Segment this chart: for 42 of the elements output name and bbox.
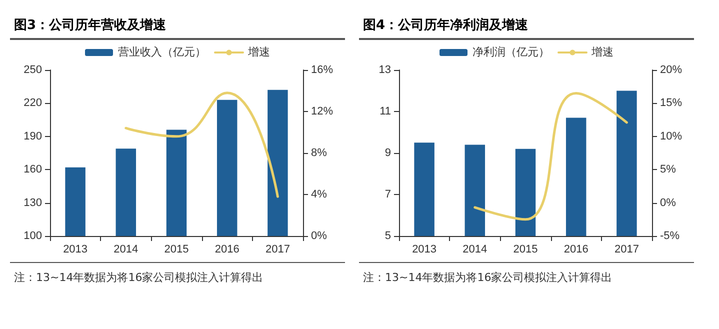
x-tick-label: 2016	[214, 244, 240, 256]
x-tick-label: 2013	[63, 244, 88, 256]
y2-tick-label: -5%	[660, 230, 680, 242]
legend-label: 净利润（亿元）	[472, 46, 550, 58]
y-tick-label: 11	[380, 106, 391, 118]
y2-tick-label: 0%	[311, 230, 328, 242]
y-tick-label: 250	[24, 64, 42, 76]
line-series	[124, 92, 279, 198]
chart-title: 图4：公司历年净利润及增速	[359, 6, 694, 40]
text: 注：13~14年数据为将16家公司模拟注入计算得出	[10, 262, 345, 288]
y2-tick-label: 10%	[660, 130, 682, 142]
y2-tick-label: 8%	[311, 147, 328, 159]
line-series	[474, 92, 628, 221]
y2-tick-label: 16%	[311, 64, 334, 76]
legend-label: 增速	[247, 46, 270, 58]
legend-label: 营业收入（亿元）	[118, 46, 206, 58]
y2-tick-label: 15%	[660, 97, 682, 110]
x-tick-label: 2014	[462, 244, 488, 256]
x-tick-label: 2014	[114, 244, 138, 256]
y-tick-label: 9	[384, 147, 391, 159]
x-tick-label: 2013	[412, 244, 437, 256]
y-tick-label: 13	[378, 64, 391, 76]
x-tick-label: 2016	[564, 244, 588, 256]
x-tick-label: 2017	[614, 244, 639, 256]
y-tick-label: 5	[384, 230, 391, 242]
x-tick-label: 2015	[164, 244, 189, 256]
y-tick-label: 190	[24, 130, 42, 142]
y-tick-label: 130	[24, 196, 42, 209]
x-tick-label: 2017	[265, 244, 290, 256]
y2-tick-label: 5%	[660, 164, 676, 176]
y2-tick-label: 12%	[311, 106, 334, 118]
y2-tick-label: 4%	[311, 188, 328, 200]
legend-label: 增速	[590, 46, 614, 58]
y2-tick-label: 0%	[660, 196, 676, 209]
y-tick-label: 160	[24, 164, 42, 176]
y-tick-label: 7	[384, 188, 391, 200]
x-tick-label: 2015	[513, 244, 538, 256]
y-tick-label: 220	[24, 97, 42, 110]
y-tick-label: 100	[24, 230, 42, 242]
chart-title: 图3：公司历年营收及增速	[10, 6, 345, 40]
y2-tick-label: 20%	[660, 64, 682, 76]
text: 注：13~14年数据为将16家公司模拟注入计算得出	[359, 262, 694, 288]
